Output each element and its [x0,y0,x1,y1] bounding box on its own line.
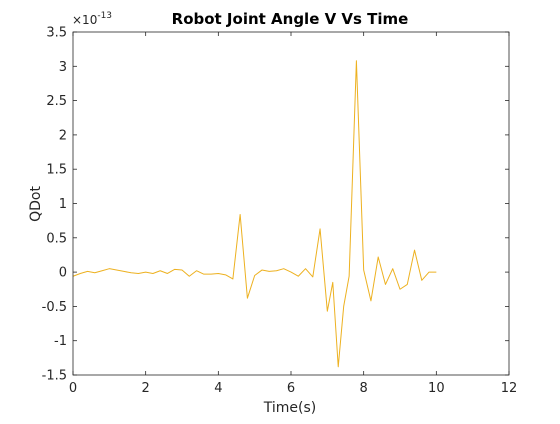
y-multiplier-exponent: -13 [97,11,112,21]
x-tick-label: 0 [69,381,77,396]
series-layer [72,60,437,368]
y-ticks: -1.5 -1 -0.5 0 0.5 1 1.5 2 2.5 3 3.5 [42,26,509,384]
y-tick-label: 3 [59,60,67,75]
y-multiplier-base: ×10 [72,13,97,27]
x-tick-label: 4 [214,381,222,396]
plot-frame [72,31,510,376]
y-tick-label: 0 [59,266,67,281]
x-tick-label: 8 [360,381,368,396]
y-tick-label: 3.5 [46,26,67,41]
x-tick-label: 2 [142,381,150,396]
x-tick-label: 6 [287,381,295,396]
series-line [72,60,437,368]
x-tick-label: 12 [501,381,518,396]
x-axis-label: Time(s) [263,400,316,416]
y-tick-label: -1.5 [42,369,67,384]
y-tick-label: 0.5 [46,231,67,246]
chart-title: Robot Joint Angle V Vs Time [172,10,409,28]
y-tick-label: -1 [54,334,67,349]
y-axis-label: QDot [28,186,44,222]
y-tick-label: 1 [59,197,67,212]
y-tick-label: -0.5 [42,300,67,315]
x-ticks: 0 2 4 6 8 10 12 [69,32,517,396]
y-tick-label: 2 [59,128,67,143]
x-tick-label: 10 [428,381,445,396]
plot-area [73,32,509,375]
y-tick-label: 1.5 [46,163,67,178]
y-tick-label: 2.5 [46,94,67,109]
y-exponent-multiplier: ×10-13 [72,11,112,27]
